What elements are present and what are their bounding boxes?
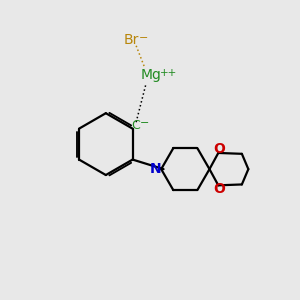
Text: O: O	[213, 142, 225, 156]
Text: Br: Br	[123, 34, 139, 47]
Text: O: O	[213, 182, 225, 197]
Text: N: N	[150, 162, 162, 176]
Text: C: C	[131, 118, 140, 132]
Text: −: −	[140, 118, 150, 128]
Text: ++: ++	[160, 68, 177, 78]
Text: Mg: Mg	[141, 68, 162, 82]
Text: −: −	[139, 33, 148, 43]
